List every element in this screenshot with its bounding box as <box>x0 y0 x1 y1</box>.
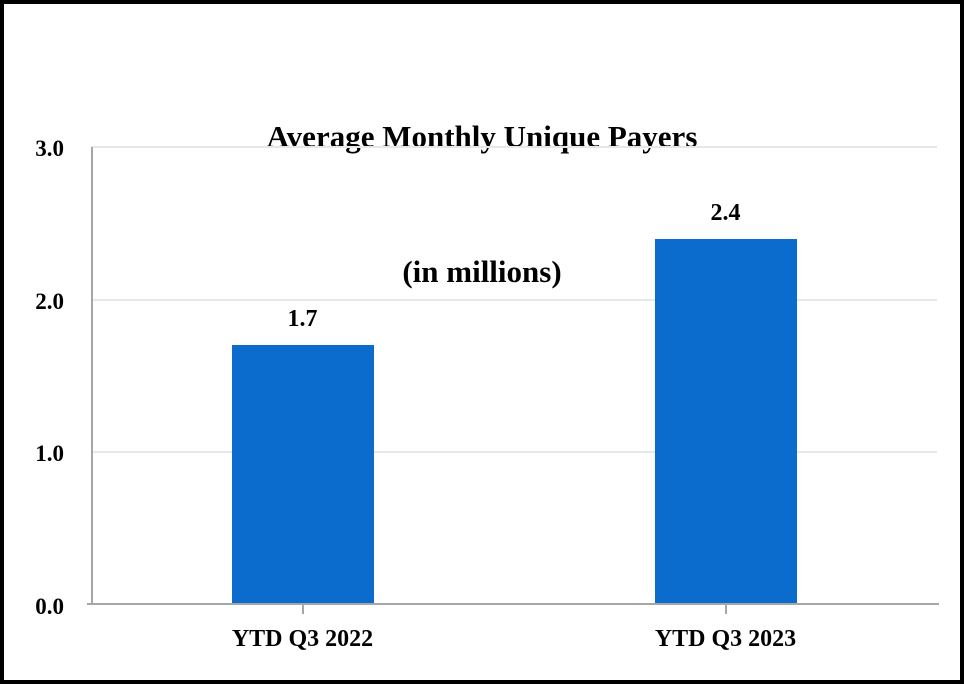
chart-title-block: Average Monthly Unique Payers (in millio… <box>4 24 960 384</box>
bar-0 <box>231 345 374 603</box>
chart-subtitle: (in millions) <box>402 254 562 289</box>
y-axis-line <box>91 147 93 605</box>
y-axis-tick-label: 0.0 <box>35 594 64 619</box>
x-axis-category-label: YTD Q3 2023 <box>654 626 797 652</box>
bar-value-label: 2.4 <box>710 199 741 226</box>
x-axis-tick-mark <box>301 605 304 614</box>
bar-1 <box>654 238 797 603</box>
gridline <box>91 298 937 301</box>
bar-value-label: 1.7 <box>287 306 318 333</box>
y-axis-tick-label: 1.0 <box>35 441 64 467</box>
x-axis-tick-mark <box>724 605 727 614</box>
gridline <box>91 451 937 454</box>
y-axis-tick-label: 3.0 <box>35 136 64 161</box>
gridline <box>91 146 937 148</box>
y-axis-tick-label: 2.0 <box>35 288 64 314</box>
x-axis-line <box>87 603 939 605</box>
chart-title: Average Monthly Unique Payers <box>266 119 698 154</box>
x-axis-category-label: YTD Q3 2022 <box>231 626 374 652</box>
